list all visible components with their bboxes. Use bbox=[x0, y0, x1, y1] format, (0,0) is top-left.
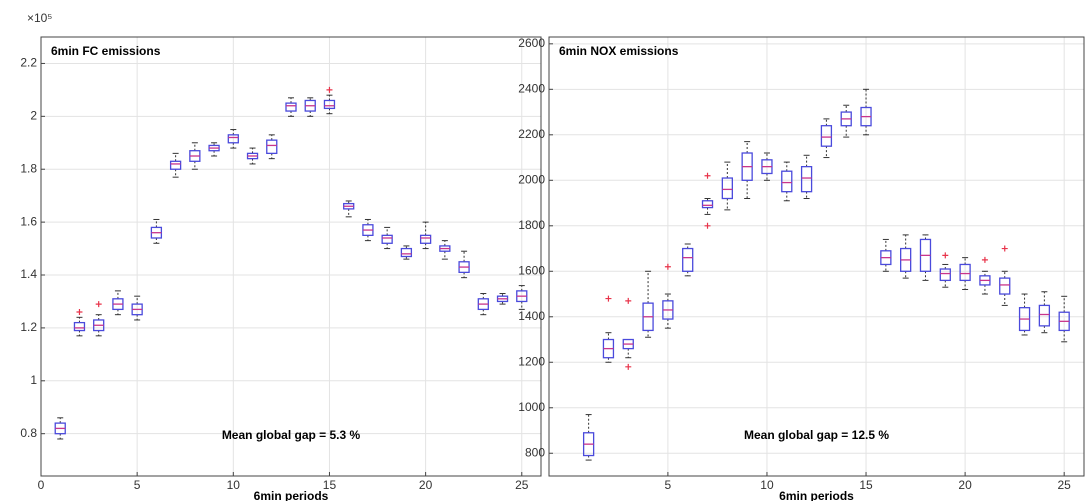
y-tick-label: 1.6 bbox=[20, 214, 37, 228]
x-axis-label: 6min periods bbox=[779, 489, 854, 501]
x-tick-label: 20 bbox=[419, 478, 433, 492]
x-tick-label: 25 bbox=[1058, 478, 1072, 492]
chart-title: 6min FC emissions bbox=[51, 44, 161, 58]
y-tick-label: 2400 bbox=[518, 81, 545, 95]
outlier bbox=[942, 252, 949, 259]
y-tick-label: 2600 bbox=[518, 36, 545, 50]
box bbox=[419, 234, 432, 244]
outlier bbox=[664, 263, 671, 270]
y-tick-label: 2 bbox=[30, 109, 37, 123]
box bbox=[939, 268, 951, 282]
box bbox=[721, 177, 733, 200]
x-tick-label: 25 bbox=[515, 478, 529, 492]
y-tick-label: 1200 bbox=[518, 354, 545, 368]
x-axis-label: 6min periods bbox=[254, 489, 329, 501]
y-tick-label: 1.8 bbox=[20, 161, 37, 175]
outlier bbox=[625, 363, 632, 370]
outlier bbox=[981, 256, 988, 263]
box bbox=[701, 200, 714, 209]
y-tick-label: 1 bbox=[30, 373, 37, 387]
box bbox=[682, 247, 694, 272]
y-tick-label: 1400 bbox=[518, 309, 545, 323]
box bbox=[820, 125, 833, 147]
box bbox=[227, 134, 239, 144]
y-tick-label: 1800 bbox=[518, 218, 545, 232]
plot-area bbox=[41, 37, 541, 476]
plot-area bbox=[549, 37, 1084, 476]
box bbox=[285, 102, 297, 112]
y-tick-label: 1600 bbox=[518, 263, 545, 277]
outlier bbox=[1001, 245, 1008, 252]
x-tick-label: 20 bbox=[958, 478, 972, 492]
y-tick-label: 1.4 bbox=[20, 267, 37, 281]
annotation: Mean global gap = 5.3 % bbox=[222, 428, 361, 442]
x-tick-label: 10 bbox=[760, 478, 774, 492]
y-tick-label: 1.2 bbox=[20, 320, 37, 334]
box bbox=[73, 321, 86, 332]
outlier bbox=[704, 222, 711, 229]
annotation: Mean global gap = 12.5 % bbox=[744, 428, 889, 442]
box bbox=[266, 139, 278, 155]
y-tick-label: 0.8 bbox=[20, 426, 37, 440]
box bbox=[800, 166, 813, 193]
box bbox=[323, 99, 336, 110]
y-tick-label: 1000 bbox=[518, 400, 545, 414]
y-tick-label: 2000 bbox=[518, 172, 545, 186]
box bbox=[381, 234, 393, 244]
axes-frame bbox=[40, 36, 542, 477]
axes-frame bbox=[548, 36, 1085, 477]
x-tick-label: 15 bbox=[323, 478, 337, 492]
y-tick-label: 2200 bbox=[518, 127, 545, 141]
chart-title: 6min NOX emissions bbox=[559, 44, 679, 58]
box bbox=[959, 263, 971, 282]
x-tick-label: 15 bbox=[859, 478, 873, 492]
y-tick-label: 2.2 bbox=[20, 56, 37, 70]
outlier bbox=[605, 295, 612, 302]
box bbox=[781, 170, 793, 193]
outlier bbox=[704, 172, 711, 179]
outlier bbox=[326, 86, 333, 93]
outlier bbox=[76, 309, 83, 316]
box bbox=[999, 277, 1011, 295]
x-tick-label: 5 bbox=[134, 478, 141, 492]
x-tick-label: 5 bbox=[665, 478, 672, 492]
x-tick-label: 10 bbox=[227, 478, 241, 492]
box bbox=[169, 160, 182, 170]
outlier bbox=[625, 297, 632, 304]
y-scale-label: ×10⁵ bbox=[27, 11, 52, 25]
outlier bbox=[95, 301, 102, 308]
box bbox=[1038, 304, 1051, 327]
y-tick-label: 800 bbox=[525, 445, 545, 459]
box bbox=[400, 247, 413, 258]
x-tick-label: 0 bbox=[38, 478, 45, 492]
